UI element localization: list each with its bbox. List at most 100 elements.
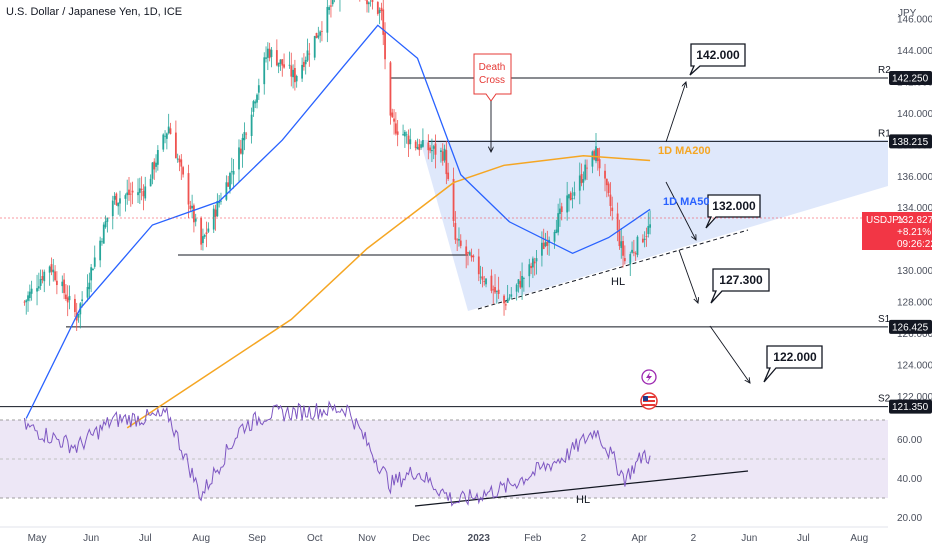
- candle-body: [126, 192, 129, 196]
- callout-122: 122.000: [763, 345, 823, 383]
- candle-body: [528, 264, 531, 277]
- candle-body: [155, 162, 157, 167]
- candle-body: [382, 9, 385, 35]
- candle-body: [263, 57, 266, 85]
- candle-body: [119, 198, 121, 204]
- candle-body: [616, 213, 619, 231]
- arrow-to-132: [665, 181, 696, 240]
- candle-body: [277, 62, 280, 67]
- death-cross-line1: Death: [479, 62, 506, 73]
- candle-body: [605, 178, 608, 186]
- price-tick-label: 140.000: [897, 109, 932, 120]
- candle-body: [25, 300, 28, 303]
- candle-body: [275, 50, 278, 66]
- candle-body: [55, 280, 58, 286]
- candle-body: [174, 132, 177, 159]
- candle-body: [317, 35, 320, 38]
- candles: [23, 0, 651, 331]
- candle-body: [378, 10, 381, 13]
- candle-body: [443, 148, 446, 161]
- arrow-up: [665, 82, 686, 143]
- candle-body: [380, 7, 383, 12]
- candle-body: [559, 208, 561, 215]
- time-tick-label: 2023: [468, 533, 491, 544]
- candle-body: [180, 159, 183, 167]
- candle-body: [402, 134, 404, 136]
- candle-body: [266, 48, 269, 58]
- candle-body: [629, 254, 632, 265]
- candle-body: [68, 295, 71, 301]
- time-tick-label: Jul: [797, 533, 810, 544]
- candle-body: [92, 268, 94, 271]
- candle-body: [497, 289, 500, 294]
- candle-body: [86, 286, 89, 298]
- level-lines: [0, 77, 888, 408]
- rsi-axis: 60.00 40.00 20.00: [897, 435, 922, 524]
- candle-body: [631, 249, 633, 253]
- candle-body: [239, 148, 242, 154]
- price-tag-symbol: USDJPY: [866, 215, 906, 226]
- candle-body: [416, 146, 419, 150]
- candle-body: [376, 2, 379, 14]
- candle-body: [470, 255, 473, 258]
- ma200-label: 1D MA200: [658, 145, 711, 157]
- candle-body: [113, 195, 116, 200]
- candle-body: [131, 190, 134, 193]
- us-flag-icon[interactable]: [640, 392, 658, 410]
- candle-body: [265, 57, 267, 59]
- candle-body: [149, 178, 152, 187]
- price-axis[interactable]: JPY146.000144.000142.000140.000138.00013…: [897, 8, 932, 403]
- candle-body: [102, 224, 105, 244]
- candle-body: [530, 265, 532, 269]
- candle-body: [81, 299, 84, 301]
- candle-body: [366, 0, 368, 5]
- candle-body: [544, 242, 547, 247]
- level-name-s1: S1: [878, 314, 891, 325]
- candle-body: [50, 264, 53, 272]
- hl-trendline: [477, 229, 749, 310]
- callout-127: 127.300: [710, 268, 770, 304]
- level-name-r1: R1: [878, 128, 891, 139]
- candle-body: [503, 295, 505, 304]
- triangle-pattern: [420, 140, 888, 311]
- chart-title: U.S. Dollar / Japanese Yen, 1D, ICE: [6, 6, 183, 18]
- price-tick-label: 128.000: [897, 298, 932, 309]
- callout-132: 132.000: [705, 194, 761, 229]
- candle-body: [429, 147, 432, 151]
- candle-body: [162, 134, 165, 150]
- level-name-r2: R2: [878, 65, 891, 76]
- candle-body: [293, 67, 296, 83]
- candle-body: [456, 239, 459, 241]
- price-tick-label: 136.000: [897, 172, 932, 183]
- candle-body: [207, 228, 210, 232]
- candle-body: [409, 139, 412, 145]
- ma200-line: [126, 155, 651, 429]
- candle-body: [270, 49, 273, 57]
- candle-body: [490, 275, 493, 291]
- candle-body: [483, 281, 486, 283]
- death-cross-line2: Cross: [479, 75, 505, 86]
- candle-body: [649, 224, 651, 228]
- svg-text:142.000: 142.000: [696, 48, 740, 62]
- rsi-line: [23, 400, 651, 507]
- candle-body: [321, 31, 323, 32]
- price-tick-label: 134.000: [897, 203, 932, 214]
- candle-body: [485, 278, 487, 285]
- candle-body: [290, 65, 293, 77]
- candle-body: [546, 241, 549, 246]
- lightning-icon[interactable]: [641, 369, 657, 385]
- candle-body: [104, 221, 107, 228]
- candle-body: [306, 50, 309, 61]
- candle-body: [533, 261, 536, 264]
- candle-body: [245, 133, 248, 135]
- candle-body: [479, 276, 482, 278]
- level-value-s1: 126.425: [892, 322, 929, 333]
- time-tick-label: Jun: [741, 533, 757, 544]
- time-axis[interactable]: May Jun Jul Aug Sep Oct Nov Dec 2023 Feb 2 Apr 2 Jun J…: [28, 533, 869, 544]
- level-tag-r1: [889, 134, 932, 149]
- candle-body: [200, 218, 203, 245]
- candle-body: [212, 208, 215, 230]
- candle-body: [77, 313, 80, 318]
- candle-body: [578, 175, 581, 191]
